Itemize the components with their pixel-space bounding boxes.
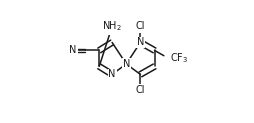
Text: CF$_3$: CF$_3$: [169, 52, 187, 65]
Text: Cl: Cl: [135, 21, 145, 31]
Text: N: N: [69, 45, 76, 55]
Text: NH$_2$: NH$_2$: [102, 20, 122, 33]
Text: N: N: [136, 37, 144, 47]
Text: N: N: [108, 69, 115, 79]
Text: N: N: [122, 59, 130, 69]
Text: Cl: Cl: [135, 85, 145, 95]
